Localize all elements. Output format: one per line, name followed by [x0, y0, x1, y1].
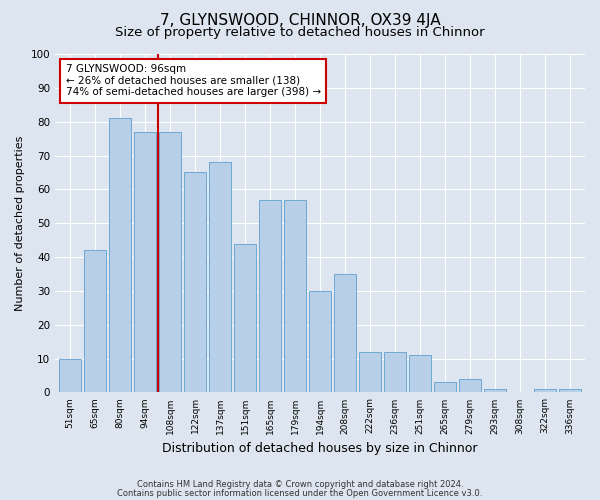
X-axis label: Distribution of detached houses by size in Chinnor: Distribution of detached houses by size … [162, 442, 478, 455]
Bar [209, 162, 230, 392]
Text: 7 GLYNSWOOD: 96sqm
← 26% of detached houses are smaller (138)
74% of semi-detach: 7 GLYNSWOOD: 96sqm ← 26% of detached hou… [65, 64, 321, 98]
Bar [484, 389, 506, 392]
Bar [59, 358, 80, 392]
Text: Contains HM Land Registry data © Crown copyright and database right 2024.: Contains HM Land Registry data © Crown c… [137, 480, 463, 489]
Bar [109, 118, 131, 392]
Bar [310, 291, 331, 392]
Bar [334, 274, 356, 392]
Bar [160, 132, 181, 392]
Text: Size of property relative to detached houses in Chinnor: Size of property relative to detached ho… [115, 26, 485, 39]
Bar [409, 355, 431, 393]
Bar [559, 389, 581, 392]
Bar [460, 379, 481, 392]
Y-axis label: Number of detached properties: Number of detached properties [15, 136, 25, 311]
Bar [359, 352, 380, 393]
Bar [535, 389, 556, 392]
Bar [284, 200, 305, 392]
Text: Contains public sector information licensed under the Open Government Licence v3: Contains public sector information licen… [118, 488, 482, 498]
Bar [85, 250, 106, 392]
Bar [134, 132, 155, 392]
Bar [259, 200, 281, 392]
Bar [235, 244, 256, 392]
Bar [184, 172, 206, 392]
Bar [434, 382, 455, 392]
Text: 7, GLYNSWOOD, CHINNOR, OX39 4JA: 7, GLYNSWOOD, CHINNOR, OX39 4JA [160, 12, 440, 28]
Bar [385, 352, 406, 393]
